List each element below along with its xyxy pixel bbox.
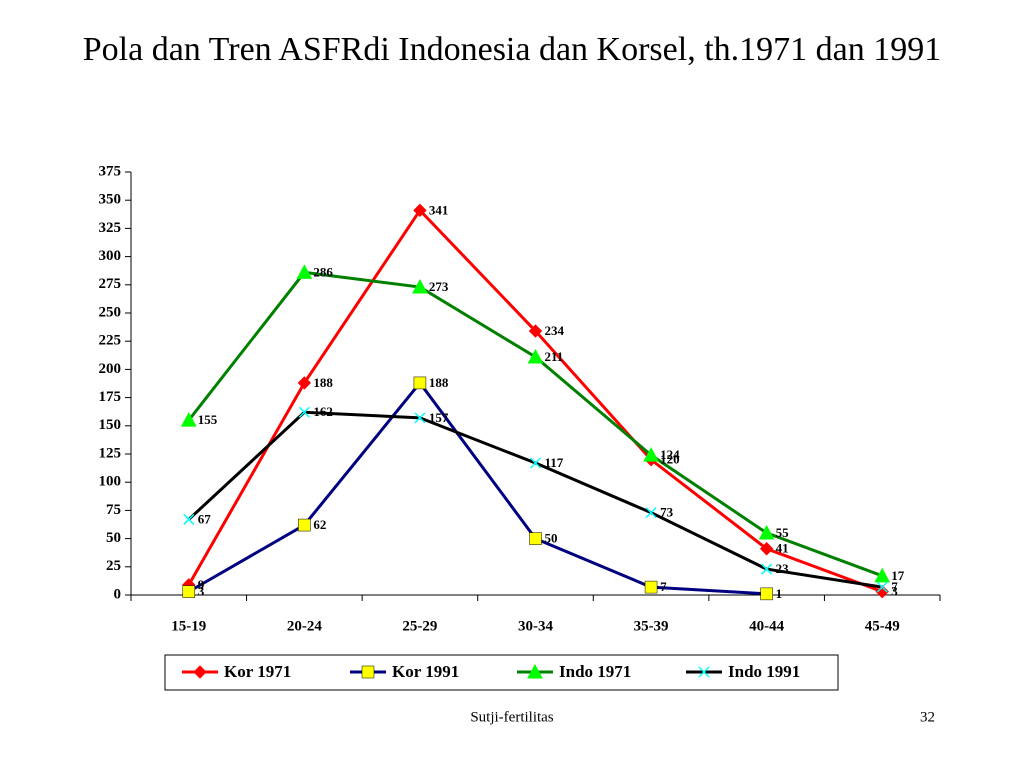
y-tick-label: 150 [99,417,122,433]
data-point [761,563,773,575]
x-tick-label: 40-44 [749,618,784,634]
y-tick-label: 375 [99,163,122,179]
legend-label: Indo 1971 [559,662,631,681]
y-tick-label: 300 [99,248,122,264]
data-point [183,513,195,525]
data-point [182,585,196,598]
x-tick-label: 45-49 [865,618,900,634]
data-point [529,532,542,545]
data-point [875,584,889,599]
data-point [876,581,888,593]
y-tick-label: 0 [114,586,122,602]
legend-label: Indo 1991 [728,662,800,681]
y-tick-label: 200 [99,361,122,377]
data-label: 188 [429,375,449,390]
data-label: 155 [198,412,218,427]
data-point [296,264,313,279]
data-point [529,457,542,469]
data-label: 62 [313,517,326,532]
data-label: 341 [429,202,449,217]
legend-label: Kor 1971 [224,662,291,681]
data-label: 120 [660,452,680,467]
data-label: 162 [313,404,333,419]
footer: Sutji-fertilitas [470,709,553,725]
data-point [759,542,774,556]
y-tick-label: 225 [99,333,122,349]
data-label: 50 [545,531,558,546]
data-label: 117 [545,455,564,470]
y-tick-label: 250 [99,304,122,320]
data-point [643,447,659,462]
data-label: 188 [313,375,333,390]
y-tick-label: 125 [99,445,122,461]
data-label: 7 [660,579,667,594]
data-label: 157 [429,410,449,425]
data-point [528,324,543,338]
chart-title: Pola dan Tren ASFRdi Indonesia dan Korse… [82,31,942,68]
x-tick-label: 30-34 [518,618,553,634]
data-label: 7 [891,579,898,594]
data-point [760,587,773,601]
y-tick-label: 350 [99,192,122,208]
data-point [527,348,544,364]
data-label: 286 [313,264,333,279]
data-label: 211 [545,349,564,364]
data-label: 55 [776,525,790,540]
data-label: 67 [198,511,212,526]
y-tick-label: 50 [106,530,121,546]
data-point [180,412,197,427]
y-tick-label: 75 [106,502,121,518]
data-point [298,518,311,532]
data-point [413,376,427,390]
series-line [188,380,767,596]
data-point [758,524,775,540]
y-tick-label: 25 [106,558,121,574]
data-point [644,580,658,594]
data-point [298,406,310,418]
data-label: 1 [776,586,783,601]
data-point [413,203,427,218]
legend-label: Kor 1991 [392,662,459,681]
x-tick-label: 35-39 [634,618,669,634]
data-point [874,567,891,583]
data-label: 234 [545,323,565,338]
title-box: Pola dan Tren ASFRdi Indonesia dan Korse… [82,31,942,68]
data-label: 41 [776,541,789,556]
data-point [414,412,426,424]
data-label: 124 [660,447,680,462]
x-tick-label: 20-24 [287,618,322,634]
legend-marker [698,666,710,678]
legend-box [164,654,839,691]
data-label: 17 [891,568,905,583]
legend-marker [361,665,375,679]
data-label: 23 [776,561,790,576]
legend-marker [193,665,207,679]
data-point [297,376,312,390]
y-tick-label: 100 [99,474,122,490]
data-label: 3 [891,584,898,599]
data-label: 9 [198,577,205,592]
data-label: 73 [660,505,674,520]
x-tick-label: 15-19 [171,618,206,634]
y-tick-label: 275 [99,276,122,292]
y-tick-label: 175 [99,389,122,405]
data-point [412,279,428,294]
x-tick-label: 25-29 [402,618,437,634]
data-label: 273 [429,279,449,294]
page-number: 32 [920,709,935,725]
data-point [645,507,657,519]
data-label: 3 [198,584,205,599]
legend-marker [527,663,543,679]
y-tick-label: 325 [99,220,122,236]
